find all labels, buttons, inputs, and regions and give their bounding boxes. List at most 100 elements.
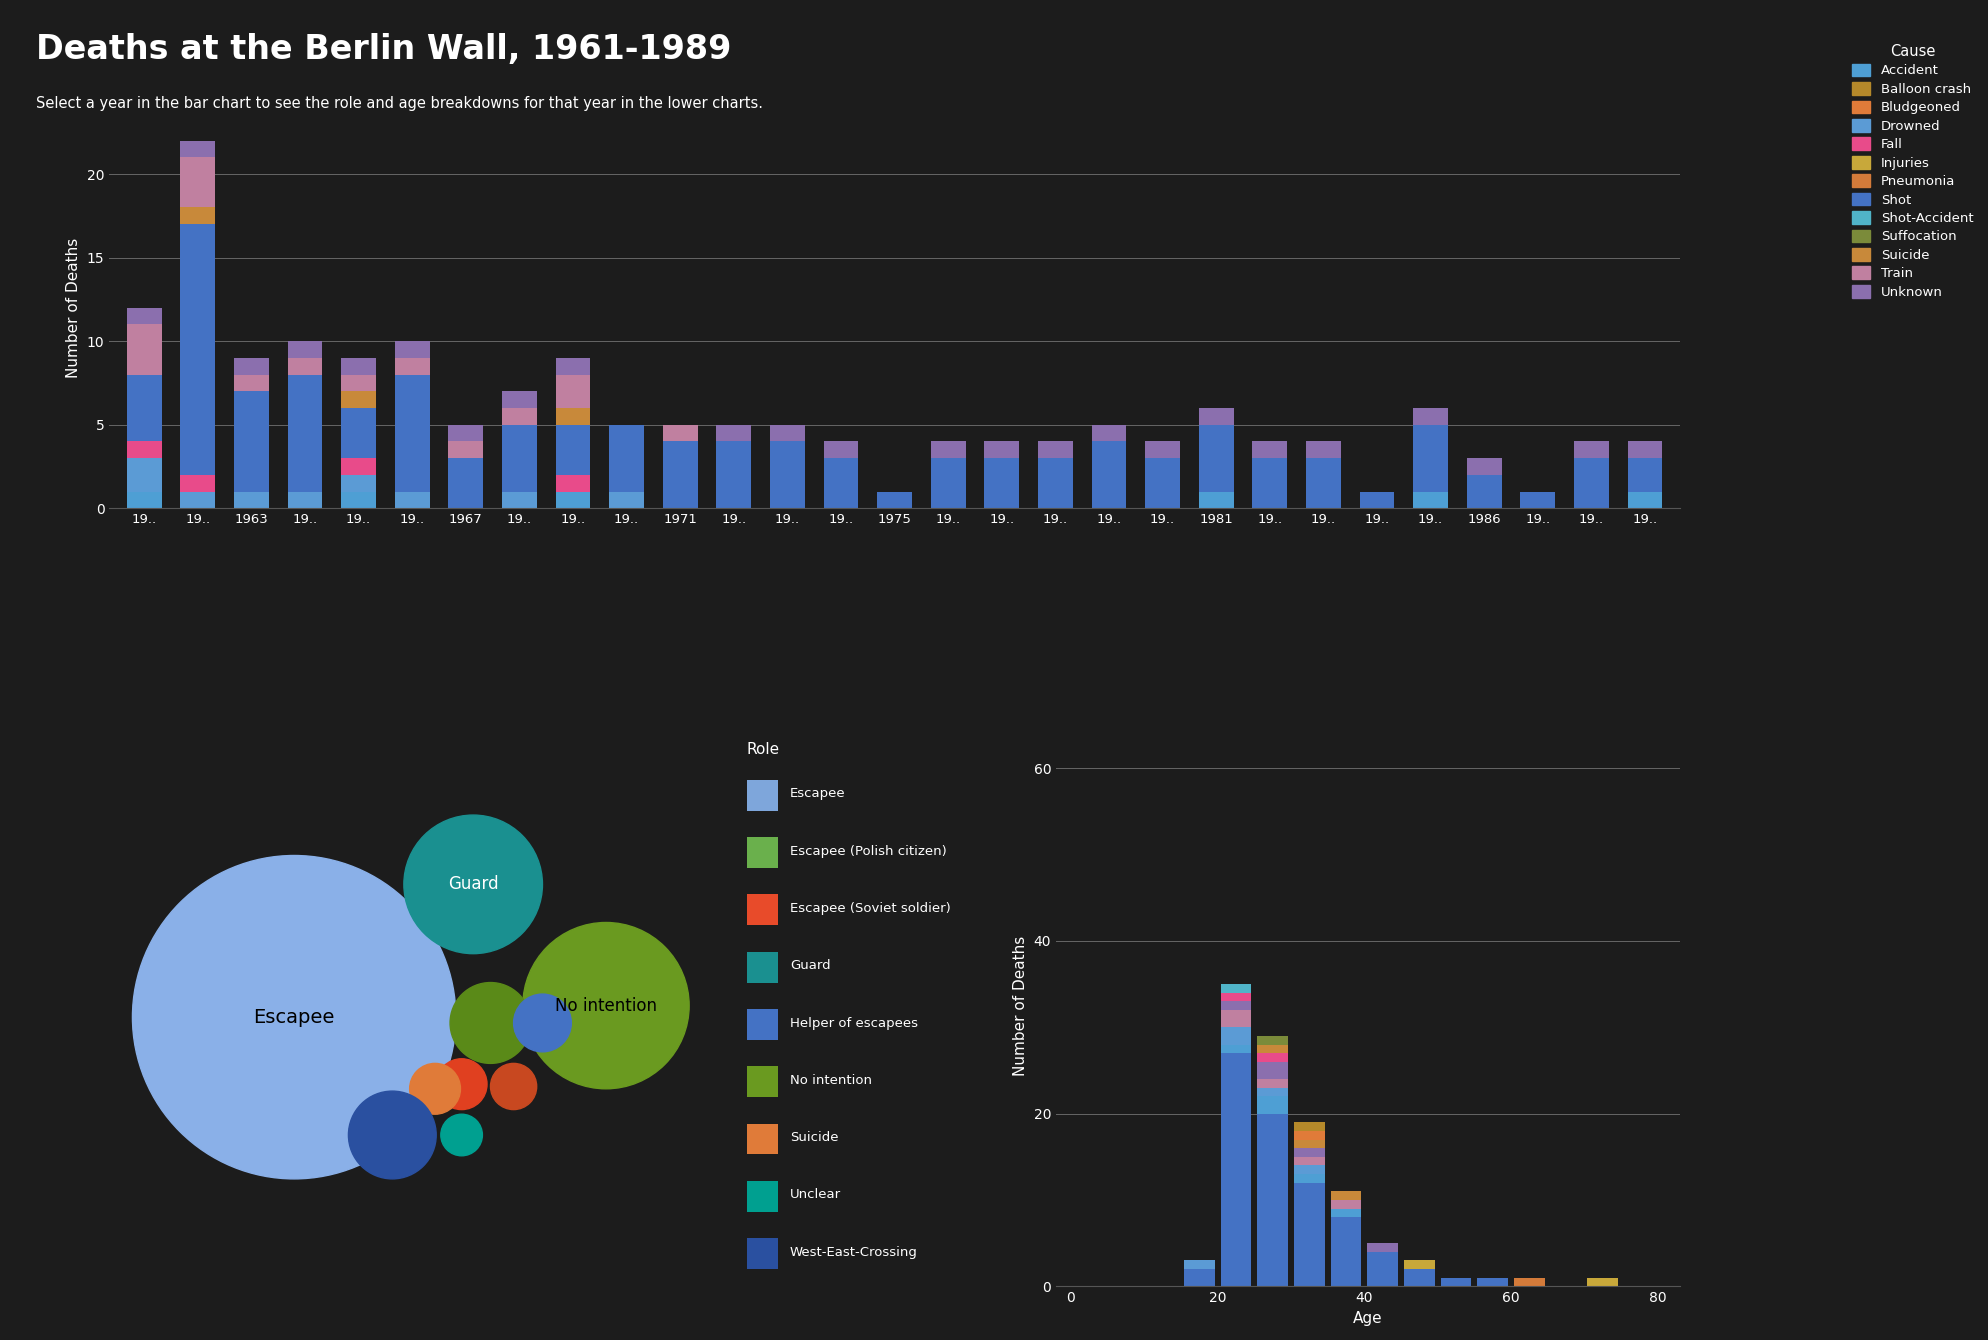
Bar — [1221, 1053, 1250, 1286]
Bar — [1294, 1183, 1324, 1286]
Circle shape — [513, 994, 571, 1052]
Bar — [1221, 1010, 1250, 1028]
Circle shape — [435, 1059, 487, 1110]
Circle shape — [523, 922, 690, 1089]
Bar — [555, 407, 590, 425]
Text: West-East-Crossing: West-East-Crossing — [789, 1246, 918, 1258]
Bar — [1628, 441, 1662, 458]
Bar — [1413, 492, 1447, 508]
Bar — [1221, 993, 1250, 1001]
Circle shape — [133, 855, 455, 1179]
Bar — [1221, 1001, 1250, 1010]
Bar — [1404, 1261, 1435, 1269]
Bar — [662, 425, 698, 441]
Bar — [235, 358, 268, 375]
FancyBboxPatch shape — [747, 1123, 777, 1155]
Bar — [984, 458, 1020, 508]
Bar — [769, 425, 805, 441]
Bar — [288, 375, 322, 492]
Bar — [396, 375, 429, 492]
Bar — [984, 441, 1020, 458]
Bar — [1221, 1044, 1250, 1053]
Bar — [342, 375, 376, 391]
Bar — [769, 441, 805, 508]
Bar — [662, 441, 698, 508]
Y-axis label: Number of Deaths: Number of Deaths — [1014, 935, 1028, 1076]
Bar — [716, 425, 751, 441]
Bar — [1294, 1148, 1324, 1156]
Bar — [1521, 492, 1555, 508]
Bar — [1404, 1269, 1435, 1286]
FancyBboxPatch shape — [747, 951, 777, 982]
Bar — [127, 492, 161, 508]
Bar — [1256, 1096, 1288, 1114]
Bar — [127, 308, 161, 324]
Circle shape — [404, 815, 543, 954]
Bar — [342, 492, 376, 508]
Bar — [1256, 1114, 1288, 1286]
Bar — [1256, 1088, 1288, 1096]
Bar — [1221, 1028, 1250, 1044]
Bar — [930, 458, 966, 508]
Bar — [181, 224, 215, 474]
Bar — [1413, 425, 1447, 492]
Bar — [1256, 1061, 1288, 1079]
Bar — [1306, 441, 1340, 458]
Text: Suicide: Suicide — [789, 1131, 839, 1144]
Bar — [1221, 984, 1250, 993]
Bar — [1038, 458, 1074, 508]
Bar — [1413, 407, 1447, 425]
Bar — [1330, 1201, 1362, 1209]
Bar — [1294, 1131, 1324, 1139]
Bar — [555, 375, 590, 407]
Bar — [342, 358, 376, 375]
Bar — [716, 441, 751, 508]
Bar — [1574, 441, 1608, 458]
Bar — [503, 425, 537, 492]
Bar — [555, 492, 590, 508]
Bar — [555, 358, 590, 375]
Text: Unclear: Unclear — [789, 1189, 841, 1202]
Bar — [1294, 1156, 1324, 1166]
Bar — [1199, 492, 1235, 508]
Bar — [1183, 1269, 1215, 1286]
Bar — [1586, 1278, 1618, 1286]
FancyBboxPatch shape — [747, 1009, 777, 1040]
Bar — [1038, 441, 1074, 458]
Bar — [449, 441, 483, 458]
Text: Escapee: Escapee — [789, 788, 845, 800]
Bar — [555, 474, 590, 492]
Bar — [1330, 1217, 1362, 1286]
Bar — [823, 441, 859, 458]
Bar — [1368, 1252, 1398, 1286]
Circle shape — [410, 1064, 461, 1114]
FancyBboxPatch shape — [747, 780, 777, 811]
Bar — [1091, 441, 1127, 508]
Bar — [608, 492, 644, 508]
Bar — [1515, 1278, 1545, 1286]
Text: Select a year in the bar chart to see the role and age breakdowns for that year : Select a year in the bar chart to see th… — [36, 96, 763, 111]
Bar — [1091, 425, 1127, 441]
Bar — [181, 157, 215, 208]
FancyBboxPatch shape — [747, 838, 777, 868]
Text: No intention: No intention — [555, 997, 656, 1014]
Bar — [342, 458, 376, 474]
Bar — [1628, 458, 1662, 492]
Y-axis label: Number of Deaths: Number of Deaths — [66, 237, 82, 378]
Circle shape — [348, 1091, 435, 1179]
FancyBboxPatch shape — [747, 895, 777, 926]
Bar — [127, 324, 161, 375]
Bar — [1294, 1123, 1324, 1131]
Text: Escapee: Escapee — [252, 1008, 334, 1026]
Bar — [1199, 407, 1235, 425]
Text: Deaths at the Berlin Wall, 1961-1989: Deaths at the Berlin Wall, 1961-1989 — [36, 34, 732, 67]
Bar — [1294, 1166, 1324, 1174]
Bar — [235, 375, 268, 391]
Circle shape — [449, 982, 531, 1064]
Text: Guard: Guard — [789, 959, 831, 973]
FancyBboxPatch shape — [747, 1181, 777, 1211]
Bar — [1294, 1174, 1324, 1183]
Bar — [396, 492, 429, 508]
Bar — [1199, 425, 1235, 492]
Bar — [608, 425, 644, 492]
